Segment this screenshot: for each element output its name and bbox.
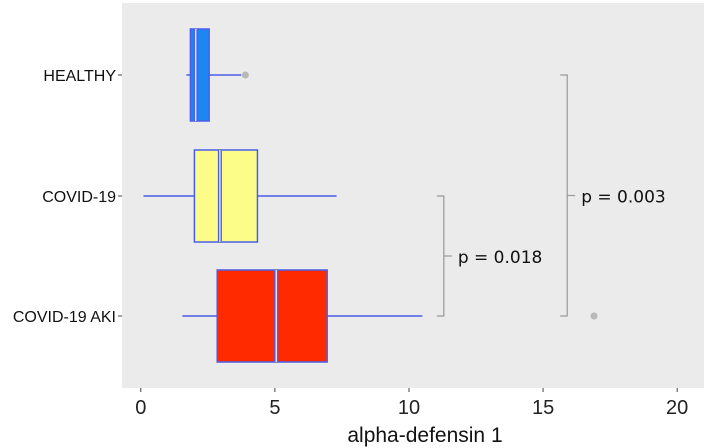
category-label-0: HEALTHY xyxy=(43,68,116,85)
significance-bracket-0 xyxy=(436,195,445,317)
significance-annotations: p = 0.018 p = 0.003 xyxy=(436,74,666,317)
outlier-point-2-0 xyxy=(590,312,598,320)
axes: 0 5 10 15 20 HEALTHY COVID-19 COVID-19 AKI xyxy=(13,68,688,419)
box-series xyxy=(143,28,598,363)
box-group-1 xyxy=(143,149,337,243)
category-label-1: COVID-19 xyxy=(42,189,116,206)
box-group-2 xyxy=(182,269,598,363)
p-value-label-0: p = 0.018 xyxy=(458,248,543,268)
x-axis-title: alpha-defensin 1 xyxy=(347,424,502,447)
box-1 xyxy=(193,149,259,243)
p-value-label-1: p = 0.003 xyxy=(581,188,666,208)
outlier-point-0-0 xyxy=(241,71,249,79)
category-label-2: COVID-19 AKI xyxy=(13,309,116,326)
box-group-0 xyxy=(186,28,249,122)
x-tick-label-3: 15 xyxy=(532,397,554,419)
x-tick-label-0: 0 xyxy=(135,397,146,419)
x-tick-label-2: 10 xyxy=(398,397,420,419)
box-2 xyxy=(216,269,328,363)
x-tick-label-4: 20 xyxy=(666,397,688,419)
x-tick-label-1: 5 xyxy=(269,397,280,419)
box-0 xyxy=(189,28,210,122)
